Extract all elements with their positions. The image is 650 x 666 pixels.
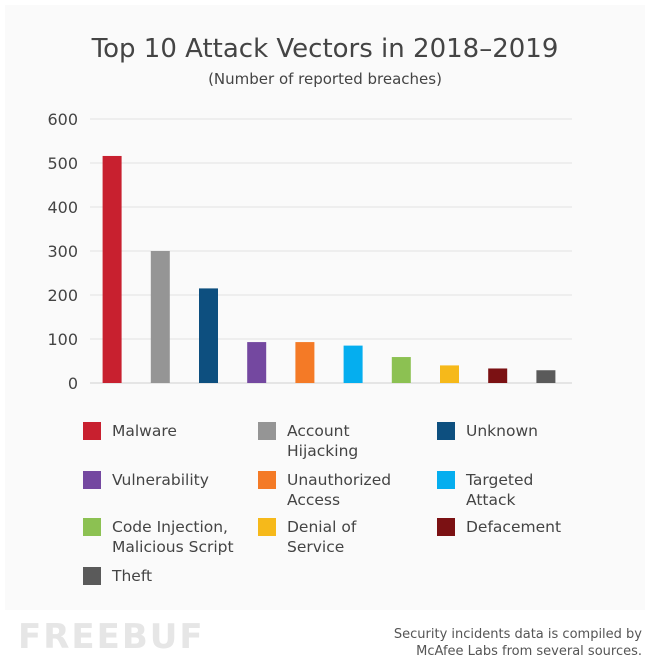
- bar-vulnerability: [247, 342, 267, 383]
- legend-item: Malware: [83, 421, 177, 441]
- legend-swatch: [437, 518, 455, 536]
- footnote: Security incidents data is compiled by M…: [394, 626, 642, 660]
- legend-swatch: [83, 518, 101, 536]
- bar-code-injection-malicious-script: [391, 357, 411, 383]
- bar-theft: [536, 370, 556, 383]
- chart-title: Top 10 Attack Vectors in 2018–2019: [91, 34, 559, 64]
- bar-denial-of-service: [440, 365, 459, 383]
- legend-label: Vulnerability: [112, 471, 209, 489]
- legend-item: Unauthorized Access: [258, 470, 391, 510]
- y-tick-label: 300: [47, 242, 78, 261]
- bar-unauthorized-access: [295, 342, 315, 383]
- bar-account-hijacking: [150, 251, 170, 383]
- legend-label: Defacement: [466, 518, 562, 536]
- legend-label: Theft: [112, 567, 153, 585]
- legend-label: Malware: [112, 422, 177, 440]
- legend-swatch: [83, 567, 101, 585]
- legend-item: Targeted Attack: [437, 470, 533, 510]
- y-tick-label: 100: [47, 330, 78, 349]
- legend-item: Account Hijacking: [258, 421, 358, 461]
- bar-targeted-attack: [343, 345, 363, 383]
- legend-item: Defacement: [437, 517, 561, 537]
- legend-label: Denial of Service: [287, 518, 357, 556]
- y-tick-label: 400: [47, 198, 78, 217]
- legend-swatch: [437, 422, 455, 440]
- legend-item: Unknown: [437, 421, 538, 441]
- legend-label: Code Injection, Malicious Script: [112, 518, 234, 556]
- watermark-logo: FREEBUF: [18, 617, 205, 657]
- bar-defacement: [488, 368, 508, 383]
- legend-swatch: [258, 422, 276, 440]
- y-tick-label: 0: [68, 374, 78, 393]
- bar-malware: [102, 155, 122, 383]
- legend-label: Account Hijacking: [287, 422, 359, 460]
- legend-label: Targeted Attack: [466, 471, 534, 509]
- legend-item: Code Injection, Malicious Script: [83, 517, 234, 557]
- legend-item: Vulnerability: [83, 470, 209, 490]
- legend-swatch: [437, 471, 455, 489]
- legend-swatch: [83, 471, 101, 489]
- legend-item: Denial of Service: [258, 517, 356, 557]
- y-tick-label: 600: [47, 110, 78, 129]
- chart-subtitle: (Number of reported breaches): [208, 70, 442, 88]
- bar-chart: 0 100 200 300 400 500 600: [47, 110, 572, 393]
- bar-unknown: [199, 288, 218, 383]
- legend-label: Unknown: [466, 422, 538, 440]
- legend-item: Theft: [83, 566, 152, 586]
- y-tick-label: 500: [47, 154, 78, 173]
- legend-swatch: [258, 471, 276, 489]
- legend-swatch: [83, 422, 101, 440]
- legend-label: Unauthorized Access: [287, 471, 392, 509]
- footnote-line: McAfee Labs from several sources.: [416, 644, 642, 659]
- footnote-line: Security incidents data is compiled by: [393, 627, 642, 642]
- y-tick-label: 200: [47, 286, 78, 305]
- legend-swatch: [258, 518, 276, 536]
